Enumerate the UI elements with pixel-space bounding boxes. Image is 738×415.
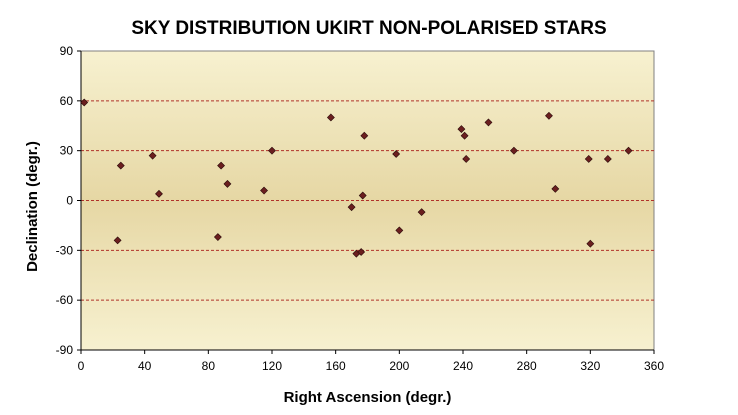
data-point	[460, 131, 469, 140]
data-point	[395, 226, 404, 235]
data-point	[326, 113, 335, 122]
x-tick-label: 240	[453, 359, 473, 373]
data-point	[551, 184, 560, 193]
x-tick-label: 200	[389, 359, 409, 373]
data-point	[223, 179, 232, 188]
data-point	[462, 155, 471, 163]
x-tick-labels: 0 40 80 120 160 200 240 280 320 360	[78, 359, 665, 373]
x-tick-label: 40	[138, 359, 152, 373]
data-points	[80, 98, 633, 258]
y-tick-label: -90	[56, 343, 74, 357]
data-point	[268, 146, 276, 155]
data-point	[80, 98, 89, 107]
data-point	[603, 155, 612, 163]
data-point	[260, 186, 268, 195]
x-tick-label: 320	[580, 359, 600, 373]
data-point	[357, 248, 366, 256]
data-point	[392, 150, 401, 158]
x-tick-label: 80	[202, 359, 216, 373]
x-tick-label: 120	[262, 359, 282, 373]
y-tick-label: 30	[60, 144, 74, 158]
data-point	[347, 203, 356, 212]
data-point	[148, 151, 157, 160]
data-point	[217, 161, 225, 170]
data-point	[584, 155, 593, 163]
y-tick-label: 0	[66, 194, 73, 208]
y-tick-labels: -90 -60 -30 0 30 60 90	[56, 44, 74, 357]
data-point	[545, 111, 553, 120]
data-point	[213, 233, 222, 241]
x-axis-label: Right Ascension (degr.)	[284, 389, 452, 406]
data-point	[457, 125, 466, 133]
data-point	[358, 191, 367, 200]
data-point	[510, 146, 518, 155]
x-tick-label: 360	[644, 359, 664, 373]
data-point	[155, 189, 163, 198]
y-tick-label: -60	[56, 293, 74, 307]
x-tick-label: 160	[326, 359, 346, 373]
data-point	[484, 118, 493, 127]
gridlines	[81, 100, 654, 301]
data-point	[586, 239, 595, 248]
y-tick-label: 60	[60, 94, 74, 108]
data-point	[360, 131, 369, 140]
axes	[77, 50, 655, 354]
y-tick-label: -30	[56, 243, 74, 257]
y-tick-label: 90	[60, 44, 74, 58]
data-point	[624, 146, 633, 155]
x-tick-label: 0	[78, 359, 85, 373]
x-tick-label: 280	[517, 359, 537, 373]
y-axis-label: Declination (degr.)	[24, 141, 41, 272]
chart-title: SKY DISTRIBUTION UKIRT NON-POLARISED STA…	[131, 18, 607, 39]
data-point	[116, 161, 125, 170]
data-point	[113, 236, 122, 245]
data-point	[417, 208, 426, 217]
